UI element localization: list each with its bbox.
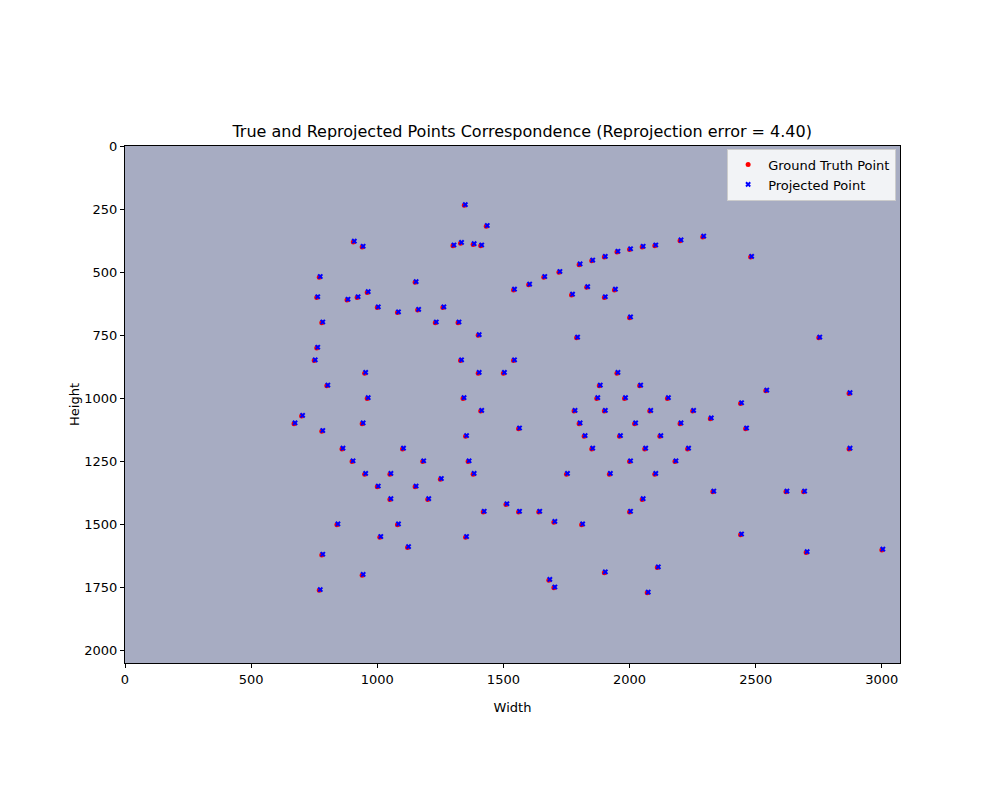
svg-text:3000: 3000 xyxy=(865,672,898,687)
svg-text:1500: 1500 xyxy=(487,672,520,687)
svg-text:Height: Height xyxy=(67,383,82,426)
svg-text:0: 0 xyxy=(121,672,129,687)
svg-text:Projected Point: Projected Point xyxy=(768,178,865,193)
svg-text:Ground Truth Point: Ground Truth Point xyxy=(768,158,889,173)
svg-text:0: 0 xyxy=(109,139,117,154)
svg-text:1500: 1500 xyxy=(84,517,117,532)
svg-text:1750: 1750 xyxy=(84,580,117,595)
svg-text:2000: 2000 xyxy=(613,672,646,687)
svg-text:Width: Width xyxy=(494,700,532,715)
svg-text:500: 500 xyxy=(93,265,118,280)
svg-text:1250: 1250 xyxy=(84,454,117,469)
svg-text:500: 500 xyxy=(239,672,264,687)
svg-text:2000: 2000 xyxy=(84,643,117,658)
svg-text:2500: 2500 xyxy=(739,672,772,687)
svg-text:True and Reprojected Points Co: True and Reprojected Points Corresponden… xyxy=(231,122,812,141)
svg-text:750: 750 xyxy=(93,328,118,343)
svg-text:250: 250 xyxy=(93,202,118,217)
svg-text:1000: 1000 xyxy=(84,391,117,406)
svg-text:1000: 1000 xyxy=(361,672,394,687)
